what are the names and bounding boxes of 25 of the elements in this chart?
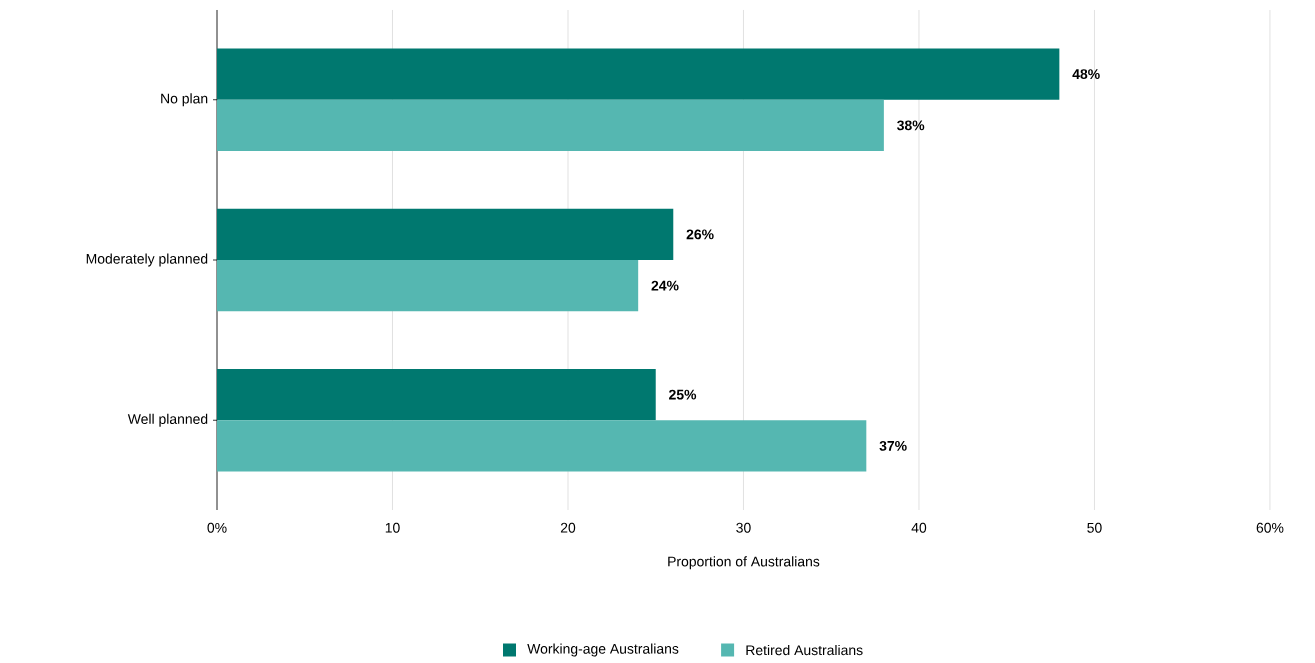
x-axis-title: Proportion of Australians: [668, 556, 820, 570]
bar: [217, 368, 656, 421]
bar: [217, 99, 884, 152]
y-tick-label: Moderately planned: [86, 253, 208, 267]
x-tick-label: 10: [385, 522, 400, 533]
bar: [217, 420, 867, 472]
x-tick-label: 60%: [1256, 522, 1284, 533]
data-label: 24%: [651, 280, 679, 291]
y-tick-label: Well planned: [127, 413, 208, 427]
legend-label: Working-age Australians: [527, 643, 679, 657]
data-label: 38%: [897, 120, 925, 131]
data-label: 37%: [879, 440, 907, 451]
x-tick-label: 0%: [207, 522, 227, 533]
bar: [217, 48, 1060, 100]
bar: [217, 260, 639, 312]
y-tick-label: No plan: [161, 93, 208, 107]
legend-label: Retired Australians: [746, 644, 863, 656]
data-label: 48%: [1072, 69, 1100, 80]
x-tick-label: 20: [560, 522, 576, 533]
x-tick-label: 30: [736, 522, 751, 533]
x-tick-label: 40: [911, 522, 927, 533]
data-label: 26%: [686, 229, 714, 240]
x-tick-label: 50: [1087, 522, 1102, 533]
bar: [217, 208, 674, 260]
data-label: 25%: [669, 389, 697, 400]
